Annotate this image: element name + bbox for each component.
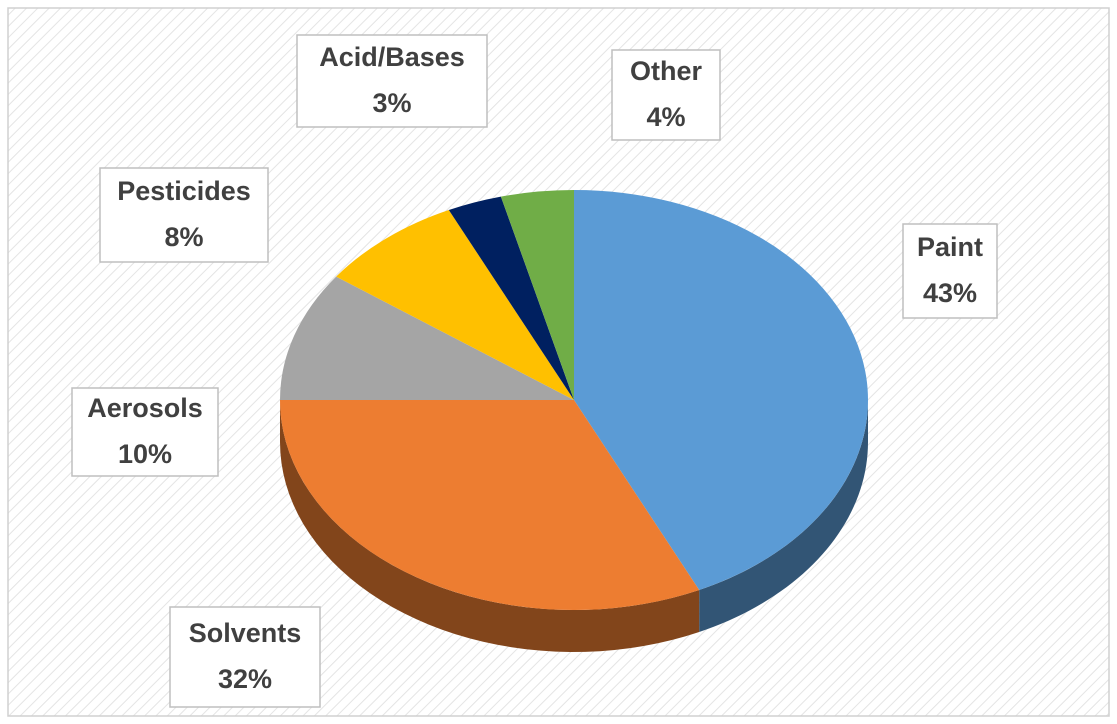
label-box	[611, 49, 721, 141]
label-box	[99, 167, 269, 263]
slice	[336, 209, 574, 400]
pie-tops	[279, 190, 868, 610]
value-label: 3%	[372, 88, 411, 118]
label-box	[902, 223, 998, 319]
pie-sides	[280, 400, 868, 652]
slice	[448, 196, 574, 400]
label-box	[296, 34, 488, 128]
value-label: 4%	[646, 102, 685, 132]
value-label: 43%	[923, 278, 977, 308]
value-label: 32%	[218, 664, 272, 694]
label-box	[71, 387, 219, 477]
slice-side	[699, 400, 868, 633]
value-label: 8%	[164, 222, 203, 252]
data-labels: Paint 43% Solvents 32% Aerosols 10% Pesticides…	[71, 34, 998, 708]
slice	[280, 276, 574, 400]
value-label: 10%	[118, 439, 172, 469]
label-box	[169, 606, 321, 708]
category-label: Acid/Bases	[319, 42, 465, 72]
category-label: Aerosols	[87, 393, 203, 423]
slice-side	[280, 400, 700, 652]
slice	[279, 400, 700, 610]
category-label: Paint	[917, 232, 983, 262]
slice	[574, 190, 868, 591]
category-label: Other	[630, 56, 703, 86]
category-label: Solvents	[189, 618, 302, 648]
slice	[500, 190, 574, 400]
category-label: Pesticides	[117, 176, 251, 206]
